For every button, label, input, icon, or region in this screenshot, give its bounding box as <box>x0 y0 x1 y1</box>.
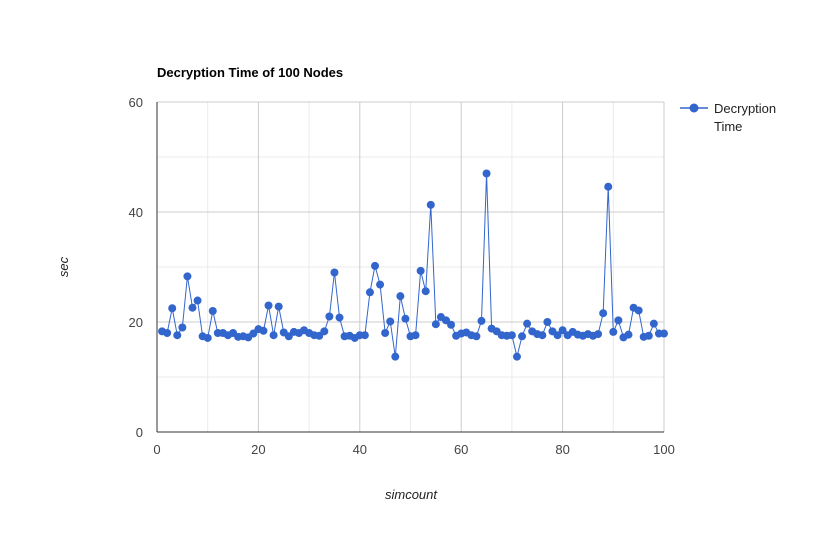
y-tick-label: 20 <box>129 315 143 330</box>
x-tick-label: 0 <box>153 442 160 457</box>
legend-label: Decryption <box>714 101 776 116</box>
data-point[interactable] <box>421 287 430 296</box>
data-point[interactable] <box>558 326 567 335</box>
data-point[interactable] <box>411 331 420 340</box>
data-point[interactable] <box>594 330 603 339</box>
data-point[interactable] <box>330 268 339 277</box>
x-tick-label: 60 <box>454 442 468 457</box>
data-point[interactable] <box>381 329 390 337</box>
x-tick-label: 80 <box>555 442 569 457</box>
data-point[interactable] <box>447 320 456 329</box>
y-tick-label: 0 <box>136 425 143 440</box>
data-point[interactable] <box>360 331 369 340</box>
data-point[interactable] <box>614 316 623 325</box>
data-point[interactable] <box>183 272 192 281</box>
legend-label: Time <box>714 119 742 134</box>
data-point[interactable] <box>193 296 202 305</box>
data-point[interactable] <box>553 331 562 340</box>
data-point[interactable] <box>203 333 212 342</box>
data-point[interactable] <box>188 303 197 312</box>
data-point[interactable] <box>386 317 395 326</box>
data-point[interactable] <box>335 313 344 322</box>
data-point[interactable] <box>660 329 668 338</box>
data-point[interactable] <box>538 331 547 340</box>
data-point[interactable] <box>482 169 491 178</box>
y-tick-label: 60 <box>129 95 143 110</box>
data-point[interactable] <box>599 309 608 318</box>
data-point[interactable] <box>426 200 435 209</box>
data-point[interactable] <box>163 329 172 337</box>
data-point[interactable] <box>416 266 425 275</box>
data-point[interactable] <box>649 319 658 328</box>
x-tick-label: 20 <box>251 442 265 457</box>
data-point[interactable] <box>178 323 187 332</box>
data-point[interactable] <box>518 332 527 341</box>
data-point[interactable] <box>371 261 380 270</box>
axes <box>156 102 664 433</box>
data-point[interactable] <box>609 327 618 336</box>
data-point[interactable] <box>173 331 182 340</box>
data-point[interactable] <box>634 306 643 315</box>
tick-labels: 0 20 40 60 80 100 0 20 40 60 <box>129 95 675 457</box>
x-tick-label: 100 <box>653 442 675 457</box>
data-point[interactable] <box>523 319 532 328</box>
data-point[interactable] <box>365 288 374 297</box>
data-point[interactable] <box>168 304 177 313</box>
data-point[interactable] <box>507 331 516 340</box>
data-point[interactable] <box>208 307 217 315</box>
data-point[interactable] <box>391 352 400 361</box>
data-point[interactable] <box>259 326 268 335</box>
data-point[interactable] <box>274 302 283 311</box>
data-point[interactable] <box>431 320 440 329</box>
data-point[interactable] <box>376 280 385 289</box>
gridlines <box>157 101 665 432</box>
data-point[interactable] <box>320 327 329 336</box>
data-point[interactable] <box>604 182 613 191</box>
data-point[interactable] <box>624 330 633 339</box>
data-point[interactable] <box>543 318 552 326</box>
data-point[interactable] <box>269 331 278 340</box>
data-point[interactable] <box>477 316 486 325</box>
data-point[interactable] <box>401 314 410 323</box>
data-point[interactable] <box>264 301 273 310</box>
data-point[interactable] <box>644 331 653 340</box>
data-point[interactable] <box>396 292 405 301</box>
series-decryption-time <box>158 169 668 361</box>
legend-marker <box>689 103 699 113</box>
data-point[interactable] <box>512 352 521 361</box>
chart-title: Decryption Time of 100 Nodes <box>157 65 343 80</box>
data-point[interactable] <box>472 332 481 341</box>
legend[interactable]: Decryption Time <box>680 101 776 134</box>
x-tick-label: 40 <box>353 442 367 457</box>
y-tick-label: 40 <box>129 205 143 220</box>
x-axis-title: simcount <box>385 487 438 502</box>
data-point[interactable] <box>325 312 334 321</box>
y-axis-title: sec <box>56 256 71 277</box>
